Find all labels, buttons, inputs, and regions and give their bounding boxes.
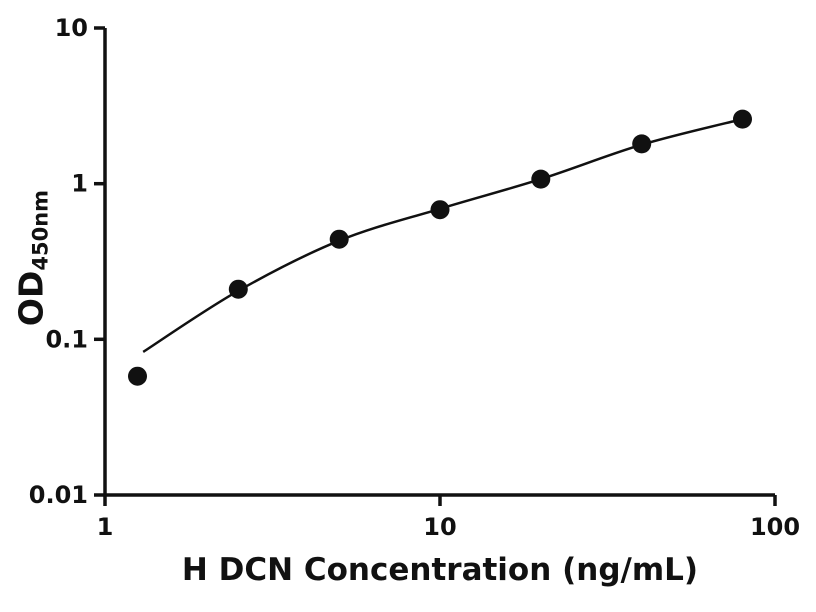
- data-point: [128, 366, 147, 386]
- fit-curve: [142, 117, 743, 353]
- data-point: [329, 229, 349, 249]
- data-point: [228, 279, 248, 299]
- y-axis-title-subscript: 450nm: [28, 189, 53, 271]
- data-point: [430, 200, 450, 220]
- axes-spines: [103, 28, 775, 497]
- y-tick-label: 0.01: [29, 481, 88, 509]
- y-tick-label: 1: [71, 170, 88, 198]
- y-axis-title-main: OD: [11, 270, 51, 327]
- y-tick-label: 0.1: [45, 325, 88, 353]
- x-tick-label: 10: [423, 513, 456, 541]
- y-axis-title: OD450nm: [12, 190, 53, 326]
- x-tick-label: 1: [97, 513, 114, 541]
- y-tick-label: 10: [55, 14, 88, 42]
- data-point: [632, 134, 652, 154]
- x-tick-label: 100: [750, 513, 800, 541]
- data-point: [531, 169, 551, 189]
- x-axis-title: H DCN Concentration (ng/mL): [181, 552, 699, 588]
- data-point: [733, 109, 752, 129]
